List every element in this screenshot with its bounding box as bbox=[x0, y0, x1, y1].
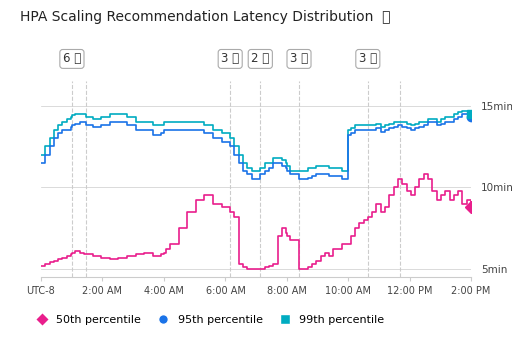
Text: 2 ⓘ: 2 ⓘ bbox=[251, 52, 269, 66]
Legend: 50th percentile, 95th percentile, 99th percentile: 50th percentile, 95th percentile, 99th p… bbox=[26, 310, 389, 329]
Text: 3 ⓘ: 3 ⓘ bbox=[359, 52, 377, 66]
Text: 3 ⓘ: 3 ⓘ bbox=[221, 52, 239, 66]
Text: HPA Scaling Recommendation Latency Distribution  ❓: HPA Scaling Recommendation Latency Distr… bbox=[20, 10, 391, 24]
Text: 3 ⓘ: 3 ⓘ bbox=[290, 52, 308, 66]
Text: 6 ⓘ: 6 ⓘ bbox=[63, 52, 81, 66]
